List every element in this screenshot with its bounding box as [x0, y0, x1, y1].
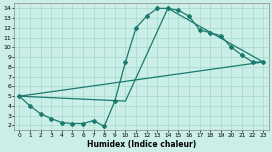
X-axis label: Humidex (Indice chaleur): Humidex (Indice chaleur) [87, 140, 196, 149]
